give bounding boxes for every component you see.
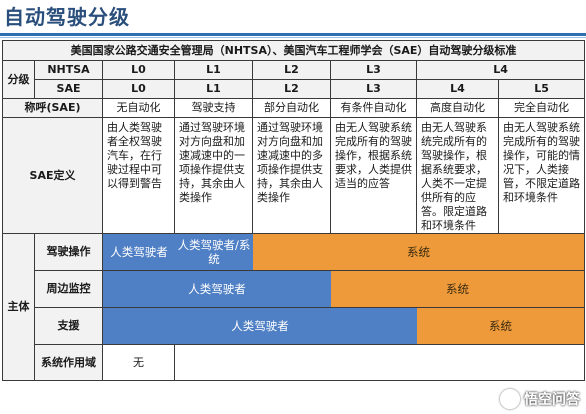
definition-l3: 由无人驾驶系统完成所有的驾驶操作，根据系统要求，人类提供适当的应答 xyxy=(330,117,417,234)
sae-level-5: L5 xyxy=(497,79,586,99)
name-label: 称呼(SAE) xyxy=(2,98,103,118)
wukong-logo-icon xyxy=(500,389,520,409)
nhtsa-label: NHTSA xyxy=(34,60,103,80)
support-bar: 人类驾驶者 系统 xyxy=(101,307,586,345)
scope-bar xyxy=(173,344,586,381)
nhtsa-level-0: L0 xyxy=(102,60,175,80)
support-label: 支援 xyxy=(34,307,103,345)
autonomy-levels-table: 美国国家公路交通安全管理局（NHTSA）、美国汽车工程师学会（SAE）自动驾驶分… xyxy=(1,40,586,381)
name-l2: 部分自动化 xyxy=(252,98,331,118)
scope-blank-segment xyxy=(175,345,584,380)
classification-label: 分级 xyxy=(2,60,35,99)
table-caption: 美国国家公路交通安全管理局（NHTSA）、美国汽车工程师学会（SAE）自动驾驶分… xyxy=(1,40,586,61)
monitoring-label: 周边监控 xyxy=(34,270,103,308)
sae-level-2: L2 xyxy=(252,79,331,99)
name-l1: 驾驶支持 xyxy=(174,98,253,118)
sae-label: SAE xyxy=(34,79,103,99)
name-l5: 完全自动化 xyxy=(497,98,586,118)
definition-l2: 通过驾驶环境对方向盘和加速减速中的多项操作提供支持，其余由人类操作 xyxy=(252,117,331,234)
monitoring-bar: 人类驾驶者 系统 xyxy=(101,270,586,308)
title-rule-thin xyxy=(0,37,586,38)
support-system-segment: 系统 xyxy=(417,308,584,344)
support-human-segment: 人类驾驶者 xyxy=(103,308,417,344)
driving-human-segment: 人类驾驶者 xyxy=(103,234,175,270)
definition-l4: 由无人驾驶系统完成所有的驾驶操作，根据系统要求，人类不一定提供所有的应答。限定道… xyxy=(416,117,499,234)
driving-label: 驾驶操作 xyxy=(34,233,103,271)
monitoring-human-segment: 人类驾驶者 xyxy=(103,271,331,307)
definition-label: SAE定义 xyxy=(2,117,103,234)
scope-l0: 无 xyxy=(102,344,175,381)
watermark: 悟空问答 xyxy=(500,388,580,410)
page-title: 自动驾驶分级 xyxy=(4,5,130,29)
nhtsa-level-2: L2 xyxy=(252,60,331,80)
sae-level-4: L4 xyxy=(416,79,499,99)
scope-label: 系统作用域 xyxy=(34,344,103,381)
nhtsa-level-3: L3 xyxy=(330,60,417,80)
sae-level-0: L0 xyxy=(102,79,175,99)
monitoring-system-segment: 系统 xyxy=(331,271,584,307)
name-l3: 有条件自动化 xyxy=(330,98,417,118)
sae-level-3: L3 xyxy=(330,79,417,99)
driving-shared-segment: 人类驾驶者/系统 xyxy=(175,234,253,270)
nhtsa-level-1: L1 xyxy=(174,60,253,80)
definition-l5: 由无人驾驶系统完成所有的驾驶操作，可能的情况下，人类接管，不限定道路和环境条件 xyxy=(497,117,586,234)
subject-label: 主体 xyxy=(2,233,35,381)
definition-l1: 通过驾驶环境对方向盘和加速减速中的一项操作提供支持，其余由人类操作 xyxy=(174,117,253,234)
definition-l0: 由人类驾驶者全权驾驶汽车，在行驶过程中可以得到警告 xyxy=(102,117,175,234)
driving-bar: 人类驾驶者 人类驾驶者/系统 系统 xyxy=(101,233,586,271)
name-l0: 无自动化 xyxy=(102,98,175,118)
nhtsa-level-4: L4 xyxy=(415,60,586,80)
watermark-text: 悟空问答 xyxy=(524,392,580,408)
title-rule xyxy=(0,33,586,36)
sae-level-1: L1 xyxy=(174,79,253,99)
name-l4: 高度自动化 xyxy=(416,98,499,118)
driving-system-segment: 系统 xyxy=(253,234,584,270)
